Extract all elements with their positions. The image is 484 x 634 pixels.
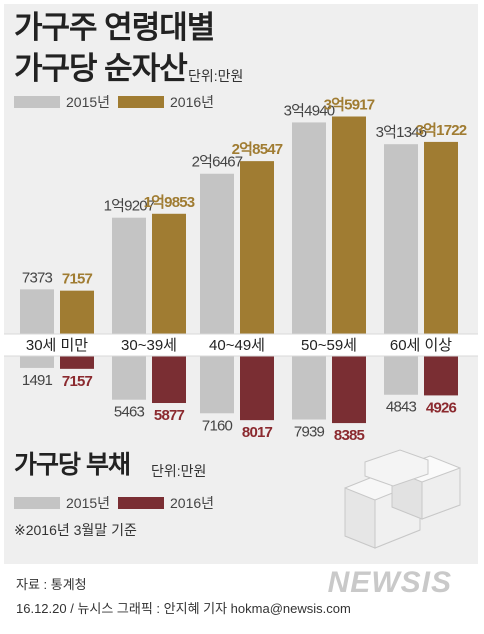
debt-value-label-2016-1: 5877 <box>154 407 185 424</box>
category-label-0: 30세 미만 <box>26 337 88 354</box>
asset-bar-2015-0 <box>20 289 54 334</box>
debt-legend-label-2016: 2016년 <box>170 495 215 511</box>
asset-value-label-2016-3: 3억5917 <box>324 96 375 114</box>
legend-swatch-2016 <box>118 96 164 108</box>
debt-bar-2016-4 <box>424 356 458 396</box>
asset-bar-2016-4 <box>424 141 458 334</box>
debt-value-label-2016-3: 8385 <box>334 427 365 444</box>
debt-value-label-2015-1: 5463 <box>114 404 145 421</box>
asset-value-label-2015-0: 7373 <box>22 269 53 286</box>
category-label-2: 40~49세 <box>209 337 265 354</box>
asset-value-label-2015-2: 2억6467 <box>192 154 243 171</box>
debt-value-label-2016-0: 7157 <box>62 373 93 390</box>
category-label-4: 60세 이상 <box>390 337 452 354</box>
debt-bar-2016-2 <box>240 356 274 421</box>
newsis-logo: NEWSIS <box>327 566 452 599</box>
asset-bar-2016-2 <box>240 161 274 334</box>
asset-bar-2015-3 <box>292 122 326 335</box>
asset-bar-2015-4 <box>384 144 418 334</box>
debt-bar-2015-1 <box>112 356 146 400</box>
chart-title-line1: 가구주 연령대별 <box>14 10 215 45</box>
debt-value-label-2015-4: 4843 <box>386 399 417 416</box>
legend-label-2015: 2015년 <box>66 94 111 110</box>
credit-text: 16.12.20 / 뉴시스 그래픽 : 안지혜 기자 hokma@newsis… <box>16 601 351 616</box>
asset-bar-2016-1 <box>152 213 186 334</box>
debt-unit-label: 단위:만원 <box>151 463 207 479</box>
debt-value-label-2015-0: 1491 <box>22 372 53 389</box>
debt-bar-2015-4 <box>384 356 418 395</box>
category-axis-band <box>4 334 478 356</box>
legend-swatch-2015 <box>14 96 60 108</box>
asset-value-label-2016-0: 7157 <box>62 271 93 288</box>
asset-value-label-2015-4: 3억1346 <box>376 124 427 141</box>
debt-bar-2016-3 <box>332 356 366 424</box>
debt-bar-2015-3 <box>292 356 326 420</box>
debt-legend-2016: 2016년 <box>118 493 214 513</box>
category-label-1: 30~39세 <box>121 337 177 354</box>
asset-value-label-2015-1: 1억9207 <box>104 198 155 215</box>
debt-legend-label-2015: 2015년 <box>66 495 111 511</box>
category-label-3: 50~59세 <box>301 337 357 354</box>
chart-title-line2: 가구당 순자산 <box>14 51 188 86</box>
asset-value-label-2016-4: 3억1722 <box>416 121 467 139</box>
asset-value-label-2016-1: 1억9853 <box>144 193 195 211</box>
asset-bar-2016-0 <box>60 290 94 334</box>
debt-bar-2015-2 <box>200 356 234 414</box>
debt-legend-swatch-2016 <box>118 497 164 509</box>
debt-value-label-2016-2: 8017 <box>242 424 273 441</box>
source-text: 자료 : 통계청 <box>16 577 87 592</box>
assets-legend-2015: 2015년 <box>14 92 110 112</box>
asset-value-label-2015-3: 3억4940 <box>284 102 335 119</box>
debt-title: 가구당 부채 <box>14 451 131 479</box>
asset-value-label-2016-2: 2억8547 <box>232 140 283 158</box>
legend-label-2016: 2016년 <box>170 94 215 110</box>
debt-bar-2016-1 <box>152 356 186 404</box>
asset-bar-2015-1 <box>112 217 146 334</box>
debt-bar-2015-0 <box>20 356 54 368</box>
assets-legend-2016: 2016년 <box>118 92 214 112</box>
reference-date-note: ※2016년 3월말 기준 <box>14 522 137 538</box>
debt-value-label-2016-4: 4926 <box>426 399 457 416</box>
debt-value-label-2015-2: 7160 <box>202 417 233 434</box>
asset-bar-2015-2 <box>200 173 234 334</box>
debt-legend-2015: 2015년 <box>14 493 110 513</box>
asset-bar-2016-3 <box>332 116 366 334</box>
debt-legend-swatch-2015 <box>14 497 60 509</box>
assets-unit-label: 단위:만원 <box>188 68 244 84</box>
debt-value-label-2015-3: 7939 <box>294 424 325 441</box>
debt-bar-2016-0 <box>60 356 94 369</box>
